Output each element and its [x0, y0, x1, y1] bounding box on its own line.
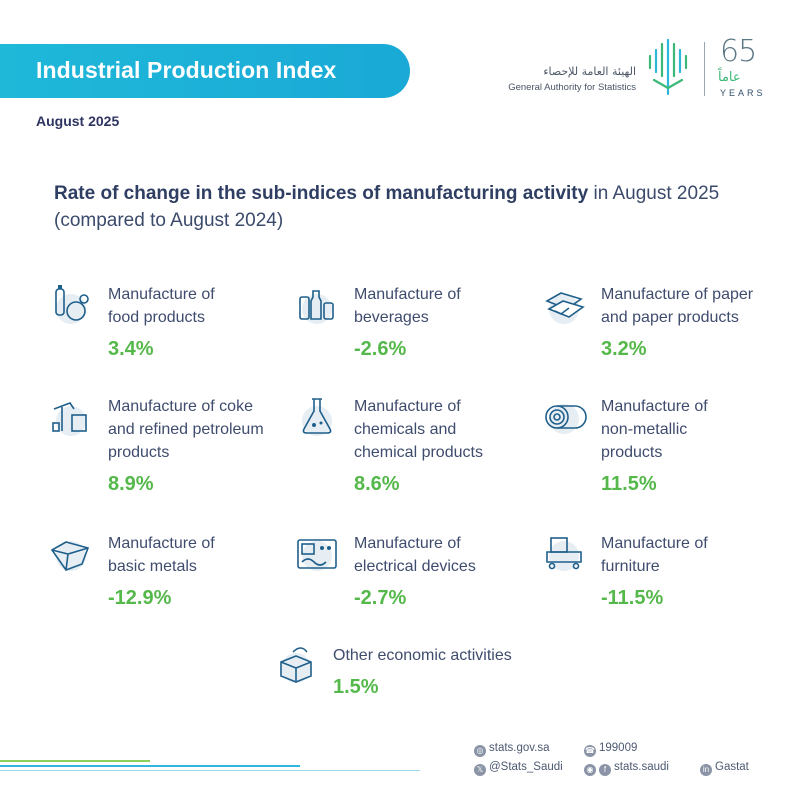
- item-value: 1.5%: [333, 676, 379, 698]
- linkedin-icon: in: [700, 764, 712, 776]
- anniversary-years: YEARS: [720, 88, 766, 98]
- title-banner: Industrial Production Index: [0, 44, 410, 98]
- item-chemicals: Manufacture of chemicals and chemical pr…: [302, 395, 574, 496]
- item-label-line: beverages: [354, 309, 429, 326]
- x-icon: 𝕏: [474, 764, 486, 776]
- item-value: 11.5%: [601, 473, 657, 495]
- linkedin-link[interactable]: in Gastat: [700, 761, 749, 776]
- item-label-line: basic metals: [108, 558, 197, 575]
- item-label-line: Manufacture of: [354, 398, 461, 415]
- globe-icon: ◎: [474, 745, 486, 757]
- footer-decoration: [0, 760, 420, 771]
- item-label-line: Manufacture of paper: [601, 286, 754, 303]
- petroleum-icon: [52, 402, 87, 436]
- website-link[interactable]: ◎ stats.gov.sa: [474, 742, 550, 757]
- item-label-line: Manufacture of: [108, 286, 215, 303]
- item-label-line: products: [601, 444, 663, 461]
- beverages-icon: [299, 290, 334, 324]
- anniversary-number: 65: [720, 34, 757, 69]
- report-date: August 2025: [36, 113, 120, 129]
- item-label-line: Manufacture of coke: [108, 398, 253, 415]
- org-name-english: General Authority for Statistics: [508, 82, 636, 93]
- subtitle-comparison: (compared to August 2024): [54, 210, 284, 231]
- item-label-line: Manufacture of: [108, 535, 215, 552]
- basic-metals-icon: [50, 541, 90, 571]
- item-beverages: Manufacture of beverages -2.6%: [299, 283, 574, 361]
- social-link[interactable]: ◉ f stats.saudi: [584, 761, 669, 776]
- phone-link[interactable]: ☎ 199009: [584, 742, 638, 757]
- subtitle-strong: Rate of change in the sub-indices of man…: [54, 183, 589, 204]
- instagram-icon: ◉: [584, 764, 596, 776]
- item-label-line: and refined petroleum: [108, 421, 264, 438]
- electrical-devices-icon: [297, 539, 337, 571]
- gastat-logo: الهيئة العامة للإحصاء General Authority …: [508, 34, 770, 102]
- gastat-emblem-icon: [648, 38, 688, 96]
- logo-divider: [704, 42, 705, 96]
- item-value: -11.5%: [601, 587, 664, 609]
- item-basic-metals: Manufacture of basic metals -12.9%: [50, 532, 328, 610]
- item-label-line: chemical products: [354, 444, 483, 461]
- item-label-line: Manufacture of: [354, 535, 461, 552]
- item-value: 3.4%: [108, 338, 154, 360]
- item-value: 8.9%: [108, 473, 154, 495]
- item-value: -12.9%: [108, 587, 172, 609]
- item-label-line: Manufacture of: [354, 286, 461, 303]
- paper-icon: [545, 292, 585, 324]
- item-electrical-devices: Manufacture of electrical devices -2.7%: [297, 532, 574, 610]
- item-furniture: Manufacture of furniture -11.5%: [546, 532, 800, 610]
- item-value: -2.6%: [354, 338, 407, 360]
- chemicals-icon: [302, 398, 332, 436]
- org-name-arabic: الهيئة العامة للإحصاء: [543, 65, 636, 78]
- anniversary-arabic: عاماً: [718, 70, 741, 85]
- item-label-line: Manufacture of: [601, 535, 708, 552]
- facebook-icon: f: [599, 764, 611, 776]
- item-non-metallic: Manufacture of non-metallic products 11.…: [545, 395, 800, 496]
- item-value: 3.2%: [601, 338, 647, 360]
- item-other-activities: Other economic activities 1.5%: [280, 644, 593, 699]
- subtitle-rest: in August 2025: [588, 183, 720, 204]
- other-activities-icon: [280, 647, 312, 683]
- page-title: Industrial Production Index: [36, 57, 337, 83]
- item-label-line: Manufacture of: [601, 398, 708, 415]
- non-metallic-icon: [545, 404, 587, 434]
- furniture-icon: [546, 537, 582, 571]
- item-label-line: furniture: [601, 558, 660, 575]
- item-label-line: non-metallic: [601, 421, 688, 438]
- item-value: -2.7%: [354, 587, 407, 609]
- x-link[interactable]: 𝕏 @Stats_Saudi: [474, 761, 563, 776]
- item-food: Manufacture of food products 3.4%: [55, 283, 328, 361]
- item-label-line: products: [108, 444, 170, 461]
- item-label-line: chemicals and: [354, 421, 457, 438]
- item-label-line: Other economic activities: [333, 647, 512, 664]
- item-petroleum: Manufacture of coke and refined petroleu…: [52, 395, 328, 496]
- item-label-line: electrical devices: [354, 558, 476, 575]
- item-label-line: food products: [108, 309, 205, 326]
- item-paper: Manufacture of paper and paper products …: [545, 283, 800, 361]
- item-value: 8.6%: [354, 473, 400, 495]
- subtitle: Rate of change in the sub-indices of man…: [54, 180, 774, 234]
- food-icon: [55, 285, 89, 324]
- item-label-line: and paper products: [601, 309, 739, 326]
- anniversary-mark: 65 عاماً YEARS: [712, 34, 770, 100]
- phone-icon: ☎: [584, 745, 596, 757]
